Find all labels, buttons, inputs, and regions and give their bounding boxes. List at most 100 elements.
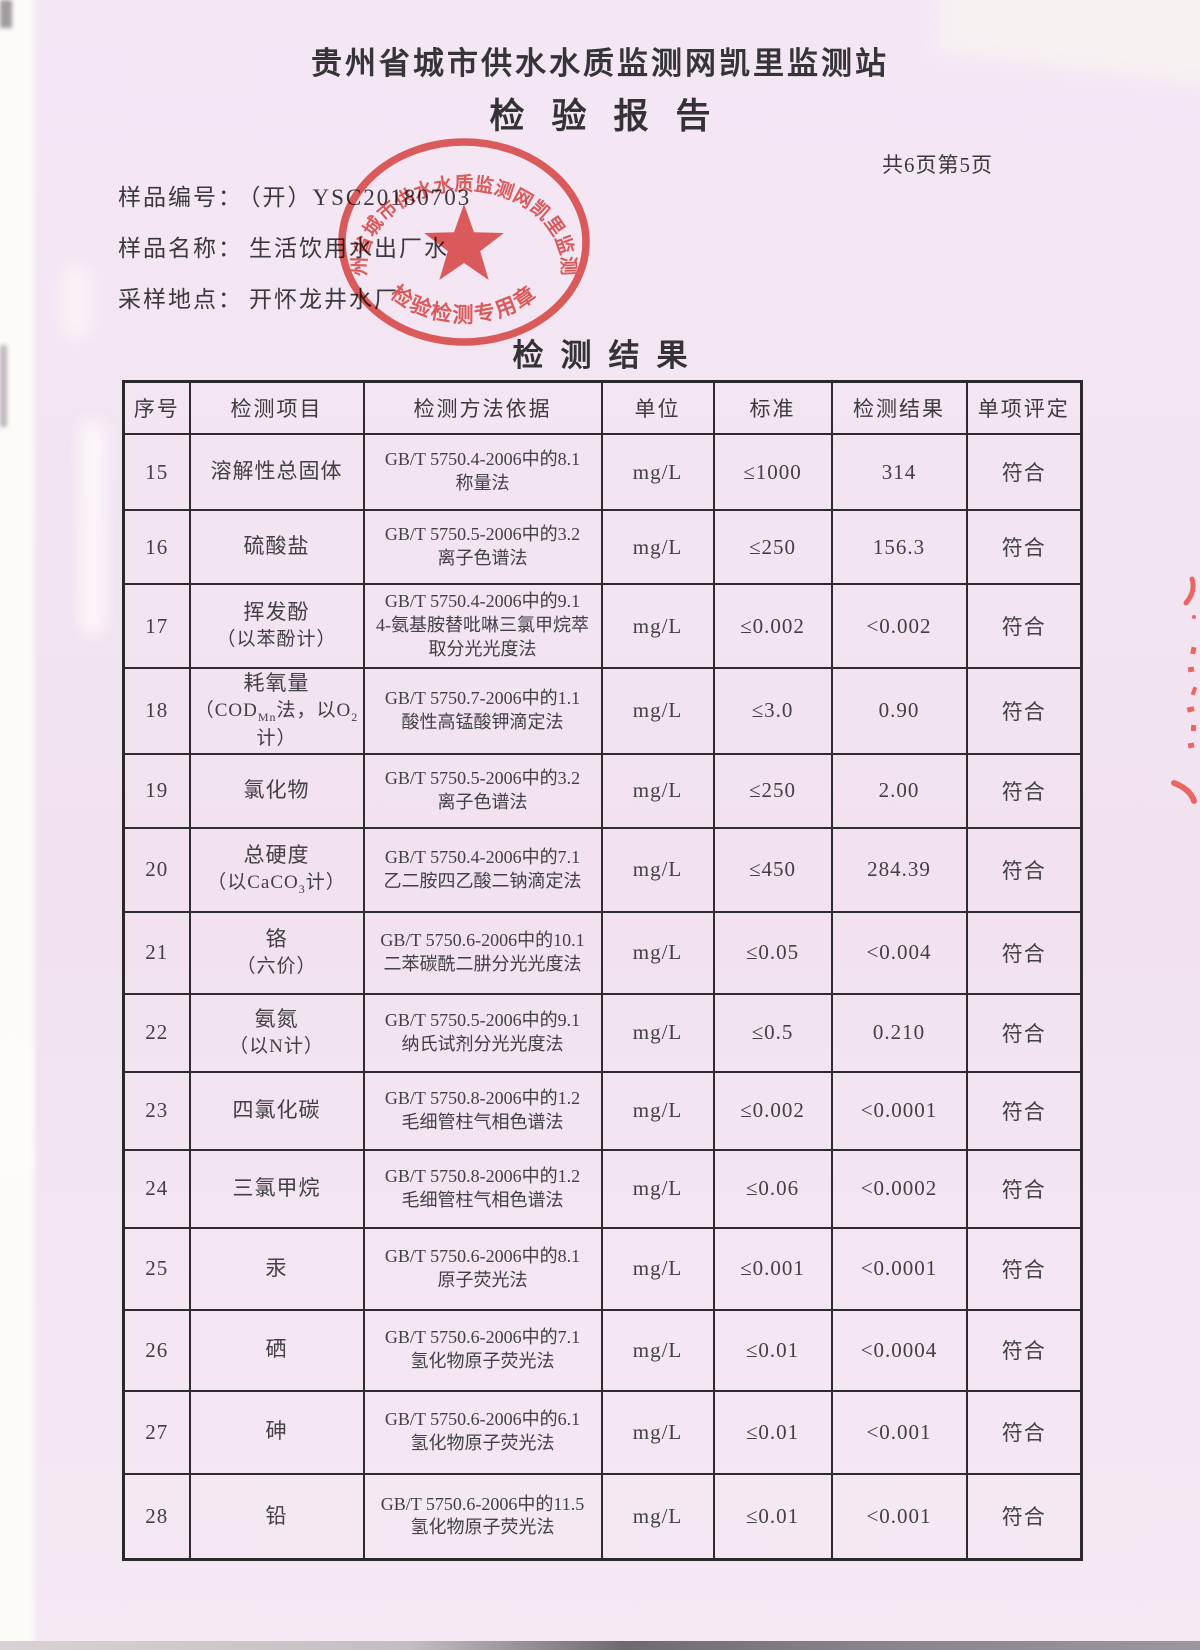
cell-result: <0.001: [830, 1472, 968, 1561]
cell-unit: mg/L: [600, 752, 715, 829]
cell-standard: ≤0.01: [712, 1308, 833, 1392]
cell-item: 硒: [188, 1308, 365, 1392]
cell-verdict: 符合: [965, 667, 1083, 755]
cell-unit: mg/L: [600, 1389, 715, 1475]
cell-verdict: 符合: [965, 1070, 1083, 1151]
cell-verdict: 符合: [965, 433, 1083, 511]
table-row: 15 溶解性总固体 GB/T 5750.4-2006中的8.1 称量法 mg/L ≤100…: [122, 433, 1083, 511]
cell-result: <0.0001: [830, 1226, 968, 1311]
cell-result: 284.39: [830, 826, 968, 913]
cell-verdict: 符合: [965, 1389, 1083, 1475]
cell-no: 24: [122, 1148, 191, 1229]
cell-standard: ≤1000: [712, 433, 833, 511]
cell-method: GB/T 5750.6-2006中的8.1 原子荧光法: [362, 1226, 603, 1311]
cell-verdict: 符合: [965, 1148, 1083, 1229]
cell-result: <0.0001: [830, 1070, 968, 1151]
cell-unit: mg/L: [600, 910, 715, 995]
cell-verdict: 符合: [965, 826, 1083, 913]
cell-item: 铬（六价）: [188, 910, 365, 995]
cell-result: <0.0004: [830, 1308, 968, 1392]
cell-item: 挥发酚 （以苯酚计）: [188, 583, 365, 669]
header-verdict: 单项评定: [965, 380, 1083, 435]
cell-standard: ≤0.002: [712, 1070, 833, 1151]
cell-standard: ≤3.0: [712, 667, 833, 755]
cell-method: GB/T 5750.4-2006中的8.1 称量法: [362, 433, 603, 511]
cell-no: 16: [122, 509, 191, 585]
table-row: 16 硫酸盐 GB/T 5750.5-2006中的3.2 离子色谱法 mg/L ≤250 1…: [122, 509, 1083, 585]
cell-verdict: 符合: [965, 1226, 1083, 1311]
cell-item: 溶解性总固体: [188, 433, 365, 511]
cell-method: GB/T 5750.6-2006中的11.5 氢化物原子荧光法: [362, 1472, 603, 1561]
cell-no: 26: [122, 1308, 191, 1392]
stamp-star-icon: [424, 204, 504, 280]
scan-white-blob: [0, 1040, 30, 1175]
table-row: 24 三氯甲烷 GB/T 5750.8-2006中的1.2 毛细管柱气相色谱法 mg/L…: [122, 1148, 1083, 1229]
cell-verdict: 符合: [965, 1472, 1083, 1561]
results-table: 序号 检测项目 检测方法依据 单位 标准 检测结果 单项评定 15 溶解性总固体 G…: [122, 380, 1083, 1562]
cell-verdict: 符合: [965, 1308, 1083, 1392]
cell-verdict: 符合: [965, 992, 1083, 1073]
header-item: 检测项目: [188, 380, 365, 435]
table-row: 23 四氯化碳 GB/T 5750.8-2006中的1.2 毛细管柱气相色谱法 mg/L…: [122, 1070, 1083, 1151]
cell-method: GB/T 5750.6-2006中的7.1 氢化物原子荧光法: [362, 1308, 603, 1392]
scan-white-streak: [62, 265, 92, 340]
results-section-title: 检测结果: [512, 338, 705, 373]
table-row: 28 铅 GB/T 5750.6-2006中的11.5 氢化物原子荧光法 mg/L ≤0.…: [122, 1472, 1083, 1561]
cell-item: 三氯甲烷: [188, 1148, 365, 1229]
table-row: 18 耗氧量 （CODMn法，以O2计） GB/T 5750.7-2006中的1.1 酸…: [122, 667, 1083, 755]
table-row: 22 氨氮 （以N计） GB/T 5750.5-2006中的9.1 纳氏试剂分光光度法 m…: [122, 992, 1083, 1073]
cell-standard: ≤0.5: [712, 992, 833, 1073]
page-indicator: 共6页第5页: [882, 153, 993, 177]
header-result: 检测结果: [830, 380, 968, 435]
cell-item: 耗氧量 （CODMn法，以O2计）: [188, 667, 365, 755]
sample-name-value: 生活饮用水出厂水: [249, 236, 449, 261]
scan-edge-left: [0, 0, 38, 1650]
cell-result: <0.0002: [830, 1148, 968, 1229]
cell-method: GB/T 5750.8-2006中的1.2 毛细管柱气相色谱法: [362, 1148, 603, 1229]
cell-no: 21: [122, 910, 191, 995]
cell-no: 22: [122, 992, 191, 1073]
cell-result: <0.004: [830, 910, 968, 995]
table-row: 19 氯化物 GB/T 5750.5-2006中的3.2 离子色谱法 mg/L ≤250 2…: [122, 752, 1083, 829]
scan-dark-mark: [0, 0, 12, 28]
cell-unit: mg/L: [600, 433, 715, 511]
official-red-stamp: 贵州省城市供水水质监测网凯里监测站 检验检测专用章: [330, 126, 590, 346]
header-no: 序号: [122, 380, 191, 435]
cell-item: 氨氮 （以N计）: [188, 992, 365, 1073]
table-row: 25 汞 GB/T 5750.6-2006中的8.1 原子荧光法 mg/L ≤0.001 <…: [122, 1226, 1083, 1311]
cell-method: GB/T 5750.5-2006中的3.2 离子色谱法: [362, 509, 603, 585]
cell-item: 四氯化碳: [188, 1070, 365, 1151]
cell-verdict: 符合: [965, 910, 1083, 995]
cell-unit: mg/L: [600, 1070, 715, 1151]
results-tbody: 15 溶解性总固体 GB/T 5750.4-2006中的8.1 称量法 mg/L ≤100…: [122, 433, 1083, 1561]
cell-no: 18: [122, 667, 191, 755]
sample-name-line: 样品名称： 生活饮用水出厂水: [118, 234, 471, 285]
cell-item: 铅: [188, 1472, 365, 1561]
svg-text:检验检测专用章: 检验检测专用章: [386, 281, 541, 327]
stamp-ring: [338, 138, 590, 346]
table-row: 21 铬（六价） GB/T 5750.6-2006中的10.1 二苯碳酰二肼分光光度法…: [122, 910, 1083, 995]
cell-no: 20: [122, 826, 191, 913]
cell-result: <0.002: [830, 583, 968, 669]
cell-method: GB/T 5750.5-2006中的3.2 离子色谱法: [362, 752, 603, 829]
cell-result: 156.3: [830, 509, 968, 585]
cell-standard: ≤450: [712, 826, 833, 913]
table-row: 20 总硬度 （以CaCO3计） GB/T 5750.4-2006中的7.1 乙二胺四乙…: [122, 826, 1083, 913]
cell-standard: ≤0.01: [712, 1389, 833, 1475]
sampling-location-label: 采样地点：: [118, 287, 243, 312]
cell-no: 19: [122, 752, 191, 829]
cell-method: GB/T 5750.7-2006中的1.1 酸性高锰酸钾滴定法: [362, 667, 603, 755]
cell-unit: mg/L: [600, 992, 715, 1073]
organization-title: 贵州省城市供水水质监测网凯里监测站: [311, 46, 889, 81]
table-header-row: 序号 检测项目 检测方法依据 单位 标准 检测结果 单项评定: [122, 380, 1083, 435]
cell-unit: mg/L: [600, 826, 715, 913]
cell-no: 23: [122, 1070, 191, 1151]
cell-item: 砷: [188, 1389, 365, 1475]
scan-white-streak: [80, 420, 106, 635]
cell-method: GB/T 5750.4-2006中的9.1 4-氨基胺替吡啉三氯甲烷萃 取分光光度法: [362, 583, 603, 669]
cell-method: GB/T 5750.8-2006中的1.2 毛细管柱气相色谱法: [362, 1070, 603, 1151]
cell-item: 汞: [188, 1226, 365, 1311]
cell-standard: ≤0.001: [712, 1226, 833, 1311]
cell-result: 0.90: [830, 667, 968, 755]
